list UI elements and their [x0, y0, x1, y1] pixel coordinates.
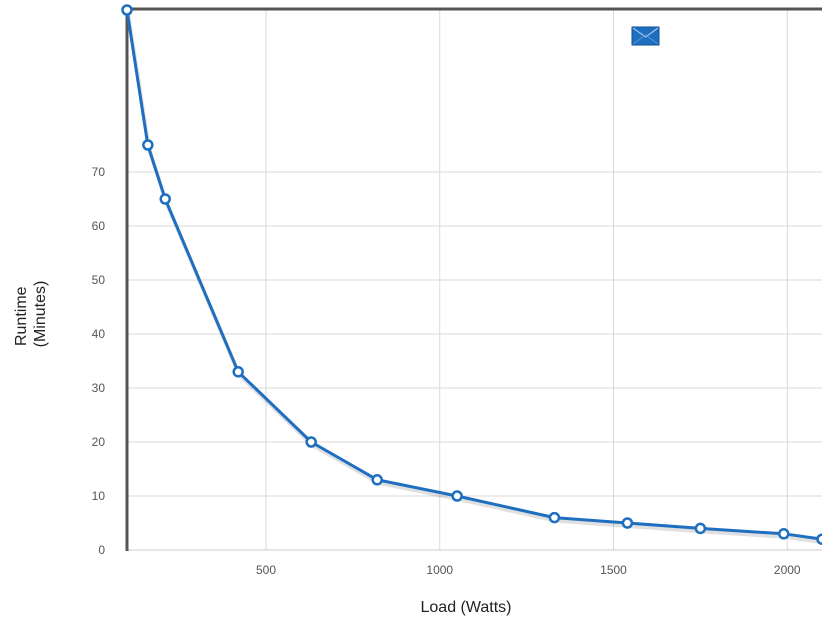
y-axis-title-line-1: Runtime [13, 286, 30, 346]
y-tick-label: 0 [98, 543, 105, 557]
y-tick-label: 30 [92, 381, 106, 395]
grid [127, 10, 822, 550]
data-point[interactable] [371, 474, 383, 486]
data-point[interactable] [621, 517, 634, 529]
y-tick-label: 20 [92, 435, 106, 449]
data-point[interactable] [451, 490, 463, 502]
y-tick-label: 60 [92, 219, 106, 233]
x-tick-label: 500 [256, 563, 276, 577]
y-tick-label: 70 [92, 165, 106, 179]
legend[interactable] [631, 26, 660, 46]
y-axis-title-line-2: (Minutes) [32, 281, 49, 348]
data-point[interactable] [548, 511, 561, 524]
legend-swatch-shine [632, 27, 659, 38]
y-axis-title: Runtime (Minutes) [13, 281, 49, 348]
data-point[interactable] [305, 436, 317, 448]
data-point[interactable] [232, 366, 244, 378]
data-point[interactable] [159, 193, 171, 205]
data-point[interactable] [121, 4, 133, 16]
y-tick-label: 10 [92, 489, 106, 503]
data-point[interactable] [694, 522, 707, 535]
data-point[interactable] [816, 533, 822, 545]
y-tick-label: 50 [92, 273, 106, 287]
series-layer [121, 4, 822, 545]
x-axis-title: Load (Watts) [421, 599, 512, 616]
data-point[interactable] [142, 139, 154, 151]
tick-labels: 0 10 20 30 40 50 60 70 500 1000 1500 2000 [92, 165, 801, 577]
data-point[interactable] [778, 528, 790, 540]
x-tick-label: 1000 [426, 563, 453, 577]
series-line [125, 9, 822, 541]
legend-swatch-shade [632, 34, 659, 45]
x-tick-label: 1500 [600, 563, 627, 577]
y-tick-label: 40 [92, 327, 106, 341]
x-tick-label: 2000 [774, 563, 801, 577]
